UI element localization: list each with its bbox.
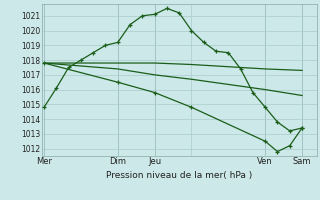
X-axis label: Pression niveau de la mer( hPa ): Pression niveau de la mer( hPa ) (106, 171, 252, 180)
